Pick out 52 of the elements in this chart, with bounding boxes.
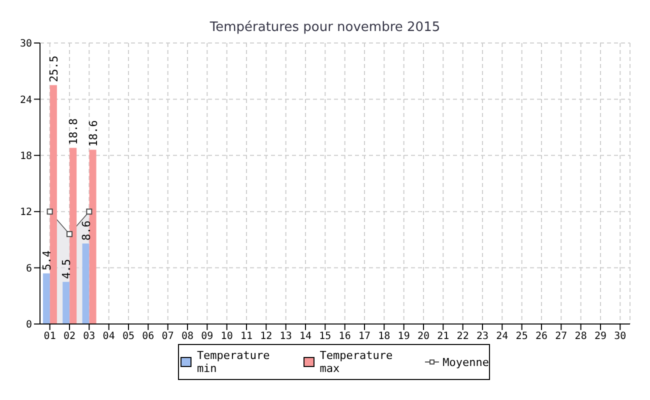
x-tick-label: 09 [201, 331, 214, 342]
y-tick-label: 30 [20, 38, 32, 50]
x-tick-label: 21 [437, 331, 450, 342]
data-label: 4.5 [60, 258, 74, 279]
x-tick-label: 28 [574, 331, 587, 342]
bar [89, 150, 96, 324]
x-tick-label: 06 [142, 331, 154, 342]
x-tick-label: 27 [555, 331, 568, 342]
x-tick-label: 20 [417, 331, 430, 342]
x-tick-label: 05 [122, 331, 135, 342]
x-tick-label: 30 [614, 331, 626, 342]
y-tick-label: 0 [26, 320, 32, 331]
data-label: 5.4 [40, 250, 54, 270]
data-label: 18.6 [86, 120, 100, 147]
x-tick-label: 08 [181, 331, 194, 342]
x-tick-label: 04 [102, 331, 115, 342]
x-tick-label: 24 [496, 331, 508, 342]
x-tick-label: 12 [260, 331, 272, 342]
x-tick-label: 26 [535, 331, 548, 342]
x-tick-label: 13 [280, 331, 292, 342]
x-tick-label: 19 [398, 331, 410, 342]
x-tick-label: 29 [594, 331, 607, 342]
legend-label: Temperature min [196, 349, 271, 375]
bar [70, 148, 77, 324]
data-label: 25.5 [47, 56, 60, 82]
legend-label: Temperature max [318, 349, 394, 375]
x-tick-label: 22 [456, 331, 469, 342]
y-tick-label: 6 [26, 263, 32, 274]
x-tick-label: 15 [319, 331, 332, 342]
x-tick-label: 10 [220, 331, 233, 342]
y-tick-label: 12 [20, 207, 32, 218]
bar [62, 282, 70, 324]
bar [42, 273, 50, 324]
x-tick-label: 03 [83, 331, 96, 342]
bar [82, 243, 90, 324]
data-label: 18.8 [67, 118, 80, 145]
x-tick-label: 14 [299, 331, 312, 342]
y-tick-label: 18 [20, 150, 32, 162]
x-tick-label: 17 [358, 331, 371, 342]
x-tick-label: 25 [516, 331, 528, 342]
bar [50, 85, 57, 324]
x-tick-label: 07 [162, 331, 174, 342]
x-tick-label: 23 [476, 331, 489, 342]
legend-label: Moyenne [442, 354, 489, 370]
x-tick-label: 18 [378, 331, 390, 342]
data-label: 8.6 [80, 220, 93, 240]
y-tick-label: 24 [20, 94, 32, 106]
x-tick-label: 01 [44, 331, 56, 342]
x-tick-label: 02 [63, 331, 76, 342]
x-tick-label: 11 [240, 331, 253, 342]
x-tick-label: 16 [338, 331, 351, 342]
chart-title: Températures pour novembre 2015 [208, 19, 442, 35]
